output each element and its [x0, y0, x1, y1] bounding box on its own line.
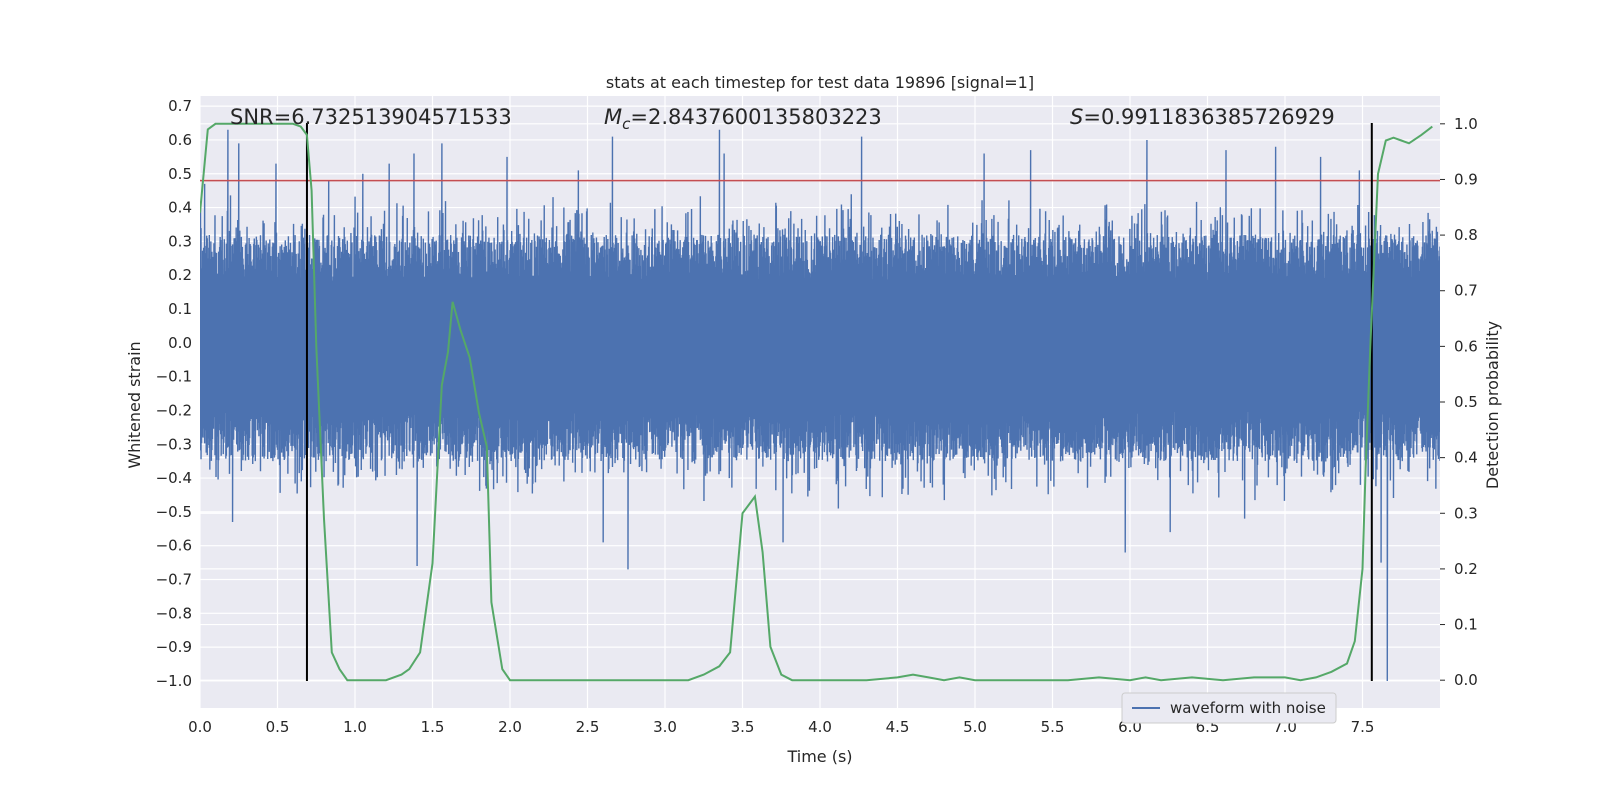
overlay [200, 122, 1440, 682]
chirp-mass-annotation: Mc=2.8437600135803223 [604, 105, 882, 133]
y-left-tick-label: −0.1 [156, 368, 192, 386]
y-right-tick-label: 0.3 [1454, 504, 1478, 522]
waveform-dense-band [200, 292, 1440, 404]
y-right-tick-label: 1.0 [1454, 115, 1478, 133]
y-left-tick-label: −0.3 [156, 435, 192, 453]
y-left-tick-label: −1.0 [156, 672, 192, 690]
x-tick-label: 7.5 [1351, 718, 1375, 736]
y-left-tick-label: 0.1 [168, 300, 192, 318]
legend: waveform with noise [1121, 692, 1337, 724]
y-right-tick-label: 0.1 [1454, 616, 1478, 634]
y-left-tick-label: −0.5 [156, 503, 192, 521]
y-left-tick-label: −0.4 [156, 469, 192, 487]
y-right-tick-label: 0.0 [1454, 671, 1478, 689]
x-tick-label: 2.5 [576, 718, 600, 736]
x-tick-label: 3.0 [653, 718, 677, 736]
y-left-tick-label: 0.6 [168, 131, 192, 149]
x-tick-label: 4.5 [886, 718, 910, 736]
x-tick-label: 5.0 [963, 718, 987, 736]
y-left-tick-label: −0.6 [156, 537, 192, 555]
y-left-tick-label: 0.2 [168, 266, 192, 284]
y-right-tick-label: 0.9 [1454, 170, 1478, 188]
s-symbol: S [1070, 105, 1083, 129]
legend-entry-label: waveform with noise [1170, 699, 1326, 717]
snr-annotation: SNR=6.732513904571533 [230, 105, 512, 129]
y-left-tick-label: 0.4 [168, 199, 192, 217]
y-right-tick-label: 0.4 [1454, 449, 1478, 467]
axis-ticks: 0.0 0.5 1.0 1.5 2.0 2.5 3.0 3.5 4.0 4.5 5.0 5.5 6.0 6… [156, 97, 1478, 736]
x-tick-label: 1.0 [343, 718, 367, 736]
waveform-series [200, 129, 1440, 681]
y-right-tick-label: 0.8 [1454, 226, 1478, 244]
x-axis-label: Time (s) [786, 747, 852, 766]
mc-symbol: M [604, 105, 622, 129]
chart-title: stats at each timestep for test data 198… [606, 73, 1034, 92]
y-right-tick-label: 0.7 [1454, 282, 1478, 300]
y-right-tick-label: 0.5 [1454, 393, 1478, 411]
y-left-tick-label: 0.5 [168, 165, 192, 183]
x-tick-label: 0.5 [266, 718, 290, 736]
y-left-tick-label: 0.3 [168, 232, 192, 250]
y-left-tick-label: −0.9 [156, 638, 192, 656]
x-tick-label: 1.5 [421, 718, 445, 736]
legend-box [1121, 692, 1337, 724]
detection-probability-line [200, 122, 1433, 682]
y-left-tick-label: 0.0 [168, 334, 192, 352]
y-left-tick-label: −0.7 [156, 571, 192, 589]
y-axis-label-right: Detection probability [1483, 321, 1502, 489]
y-right-tick-label: 0.6 [1454, 337, 1478, 355]
mc-value: =2.8437600135803223 [630, 105, 881, 129]
mc-subscript: c [622, 115, 631, 133]
x-tick-label: 0.0 [188, 718, 212, 736]
y-right-tick-label: 0.2 [1454, 560, 1478, 578]
score-annotation: S=0.9911836385726929 [1070, 105, 1335, 129]
y-left-tick-label: 0.7 [168, 97, 192, 115]
x-tick-label: 5.5 [1041, 718, 1065, 736]
y-axis-label-left: Whitened strain [125, 341, 144, 468]
x-tick-label: 4.0 [808, 718, 832, 736]
y-left-tick-label: −0.2 [156, 401, 192, 419]
x-tick-label: 3.5 [731, 718, 755, 736]
x-tick-label: 2.0 [498, 718, 522, 736]
s-value: =0.9911836385726929 [1083, 105, 1334, 129]
y-left-tick-label: −0.8 [156, 604, 192, 622]
